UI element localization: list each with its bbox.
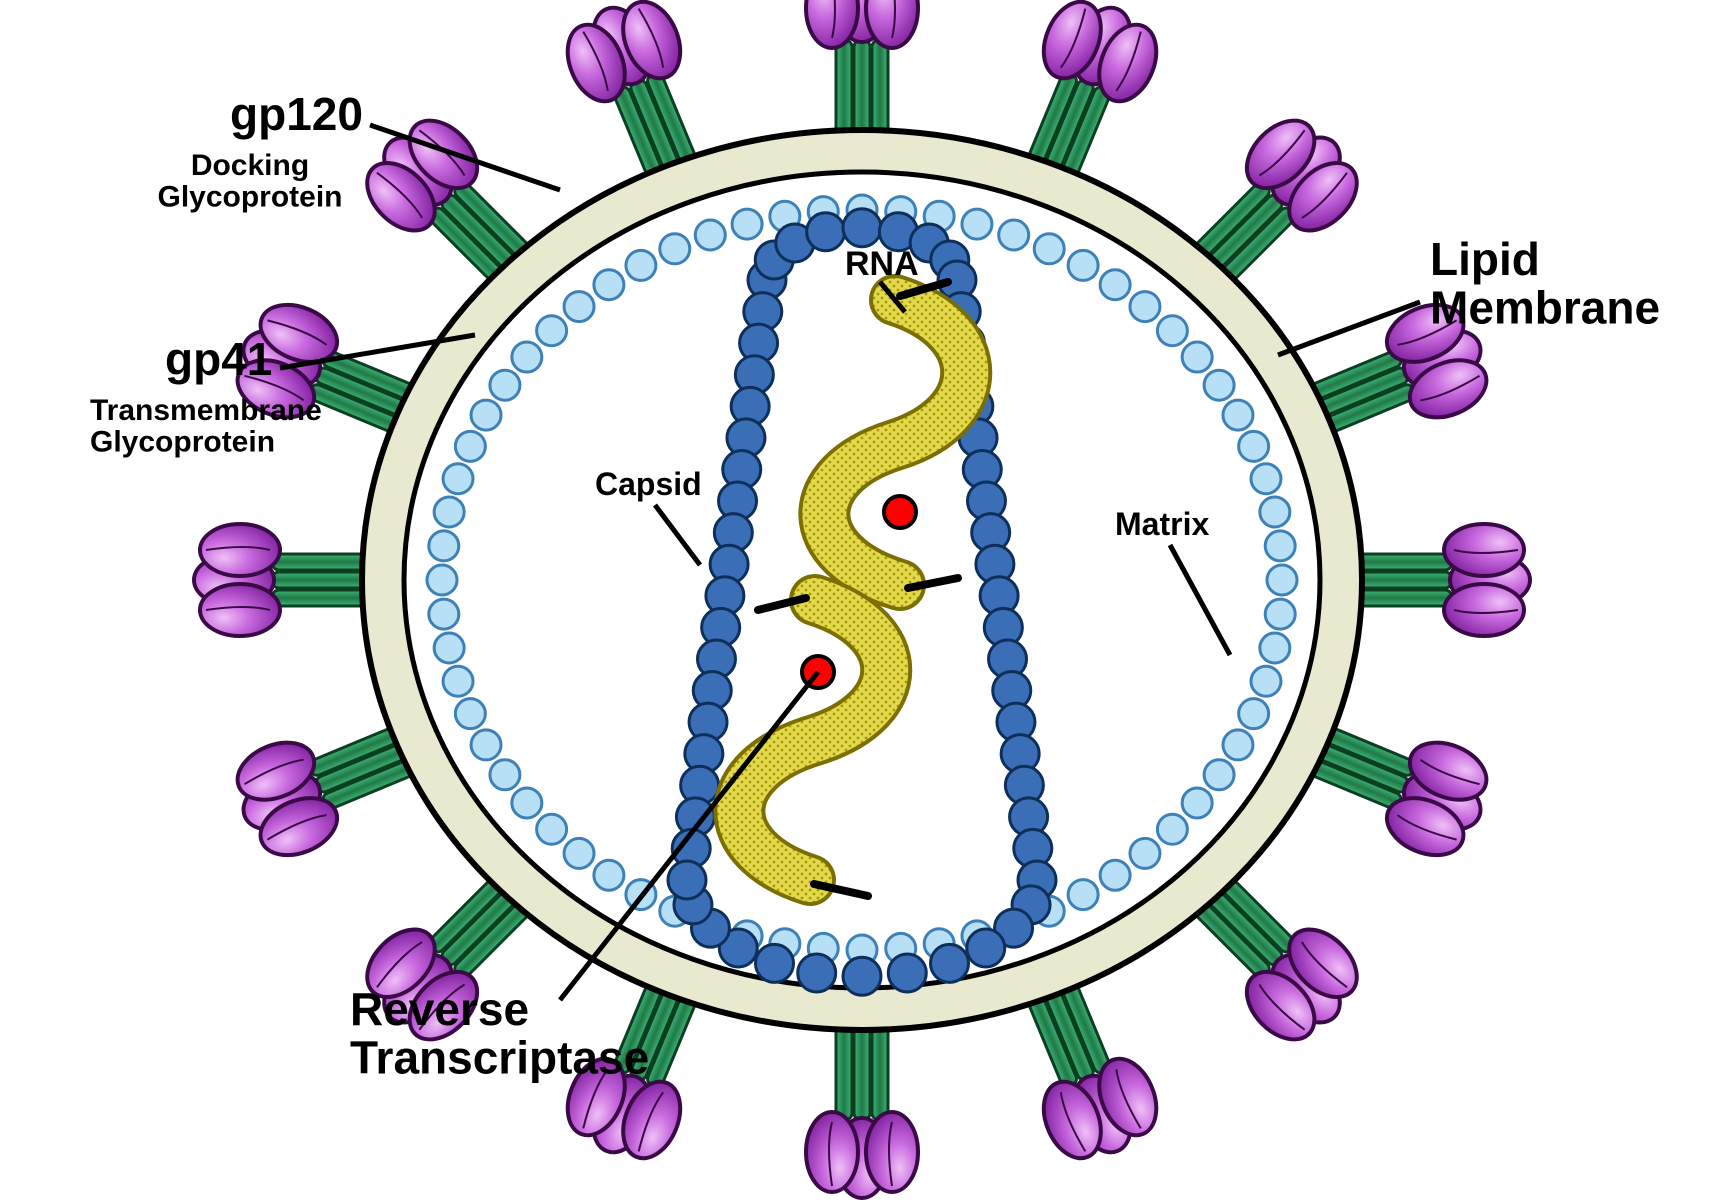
matrix-bead <box>1182 788 1212 818</box>
matrix-bead <box>1239 699 1269 729</box>
gp41-stalk <box>1356 554 1452 570</box>
gp41-stalk <box>836 1024 852 1120</box>
matrix-bead <box>1157 814 1187 844</box>
reverse-transcriptase-dot <box>884 496 916 528</box>
gp41-stalk <box>872 40 888 136</box>
matrix-bead <box>443 666 473 696</box>
matrix-bead <box>429 531 459 561</box>
matrix-bead <box>512 342 542 372</box>
matrix-bead <box>660 234 690 264</box>
label-reverse-transcriptase: ReverseTranscriptase <box>350 983 649 1083</box>
matrix-bead <box>1223 730 1253 760</box>
spike <box>1356 524 1530 636</box>
matrix-bead <box>1265 531 1295 561</box>
matrix-bead <box>490 370 520 400</box>
capsid-bead <box>843 957 881 995</box>
matrix-bead <box>427 565 457 595</box>
matrix-bead <box>1260 633 1290 663</box>
capsid-bead <box>798 954 836 992</box>
matrix-bead <box>434 497 464 527</box>
matrix-bead <box>537 316 567 346</box>
matrix-bead <box>564 292 594 322</box>
matrix-bead <box>455 431 485 461</box>
matrix-bead <box>512 788 542 818</box>
gp41-stalk <box>836 40 852 136</box>
matrix-bead <box>1204 760 1234 790</box>
capsid-bead <box>967 929 1005 967</box>
matrix-bead <box>1157 316 1187 346</box>
matrix-bead <box>1265 599 1295 629</box>
spike <box>806 1024 918 1198</box>
matrix-bead <box>999 220 1029 250</box>
spike <box>806 0 918 136</box>
matrix-bead <box>594 270 624 300</box>
label-capsid: Capsid <box>595 466 702 502</box>
matrix-bead <box>1223 400 1253 430</box>
matrix-bead <box>1251 666 1281 696</box>
matrix-bead <box>732 209 762 239</box>
capsid-bead <box>807 213 845 251</box>
gp41-stalk <box>272 572 368 588</box>
hiv-virion-diagram: gp120 DockingGlycoprotein gp41 Transmembran… <box>0 0 1725 1200</box>
gp41-stalk <box>272 590 368 606</box>
matrix-bead <box>1251 464 1281 494</box>
diagram-svg: gp120 DockingGlycoprotein gp41 Transmembran… <box>0 0 1725 1200</box>
matrix-bead <box>1130 838 1160 868</box>
label-matrix: Matrix <box>1115 506 1209 542</box>
capsid-bead <box>931 944 969 982</box>
gp41-stalk <box>872 1024 888 1120</box>
label-lipid-membrane: LipidMembrane <box>1430 233 1660 333</box>
label-gp41-sub: TransmembraneGlycoprotein <box>90 394 322 459</box>
matrix-bead <box>1267 565 1297 595</box>
matrix-bead <box>594 860 624 890</box>
label-gp120-sub: DockingGlycoprotein <box>157 149 342 214</box>
matrix-bead <box>695 220 725 250</box>
capsid-bead <box>843 209 881 247</box>
matrix-bead <box>626 250 656 280</box>
matrix-bead <box>434 633 464 663</box>
matrix-bead <box>1239 431 1269 461</box>
capsid-bead <box>756 944 794 982</box>
matrix-bead <box>1130 292 1160 322</box>
matrix-bead <box>1068 880 1098 910</box>
gp41-stalk <box>1356 590 1452 606</box>
matrix-bead <box>1100 860 1130 890</box>
matrix-bead <box>962 209 992 239</box>
matrix-bead <box>1100 270 1130 300</box>
matrix-bead <box>1034 234 1064 264</box>
matrix-bead <box>1260 497 1290 527</box>
gp41-stalk <box>854 40 870 136</box>
gp41-stalk <box>854 1024 870 1120</box>
matrix-bead <box>490 760 520 790</box>
spike <box>194 524 368 636</box>
capsid-bead <box>888 954 926 992</box>
gp41-stalk <box>272 554 368 570</box>
matrix-bead <box>1182 342 1212 372</box>
matrix-bead <box>443 464 473 494</box>
label-gp41-title: gp41 <box>165 333 272 385</box>
matrix-bead <box>471 730 501 760</box>
matrix-bead <box>1068 250 1098 280</box>
matrix-bead <box>537 814 567 844</box>
matrix-bead <box>455 699 485 729</box>
label-gp120-title: gp120 <box>230 88 363 140</box>
gp41-stalk <box>1356 572 1452 588</box>
label-rna: RNA <box>845 245 919 283</box>
matrix-bead <box>429 599 459 629</box>
matrix-bead <box>471 400 501 430</box>
capsid-bead <box>668 861 706 899</box>
matrix-bead <box>564 838 594 868</box>
matrix-bead <box>1204 370 1234 400</box>
